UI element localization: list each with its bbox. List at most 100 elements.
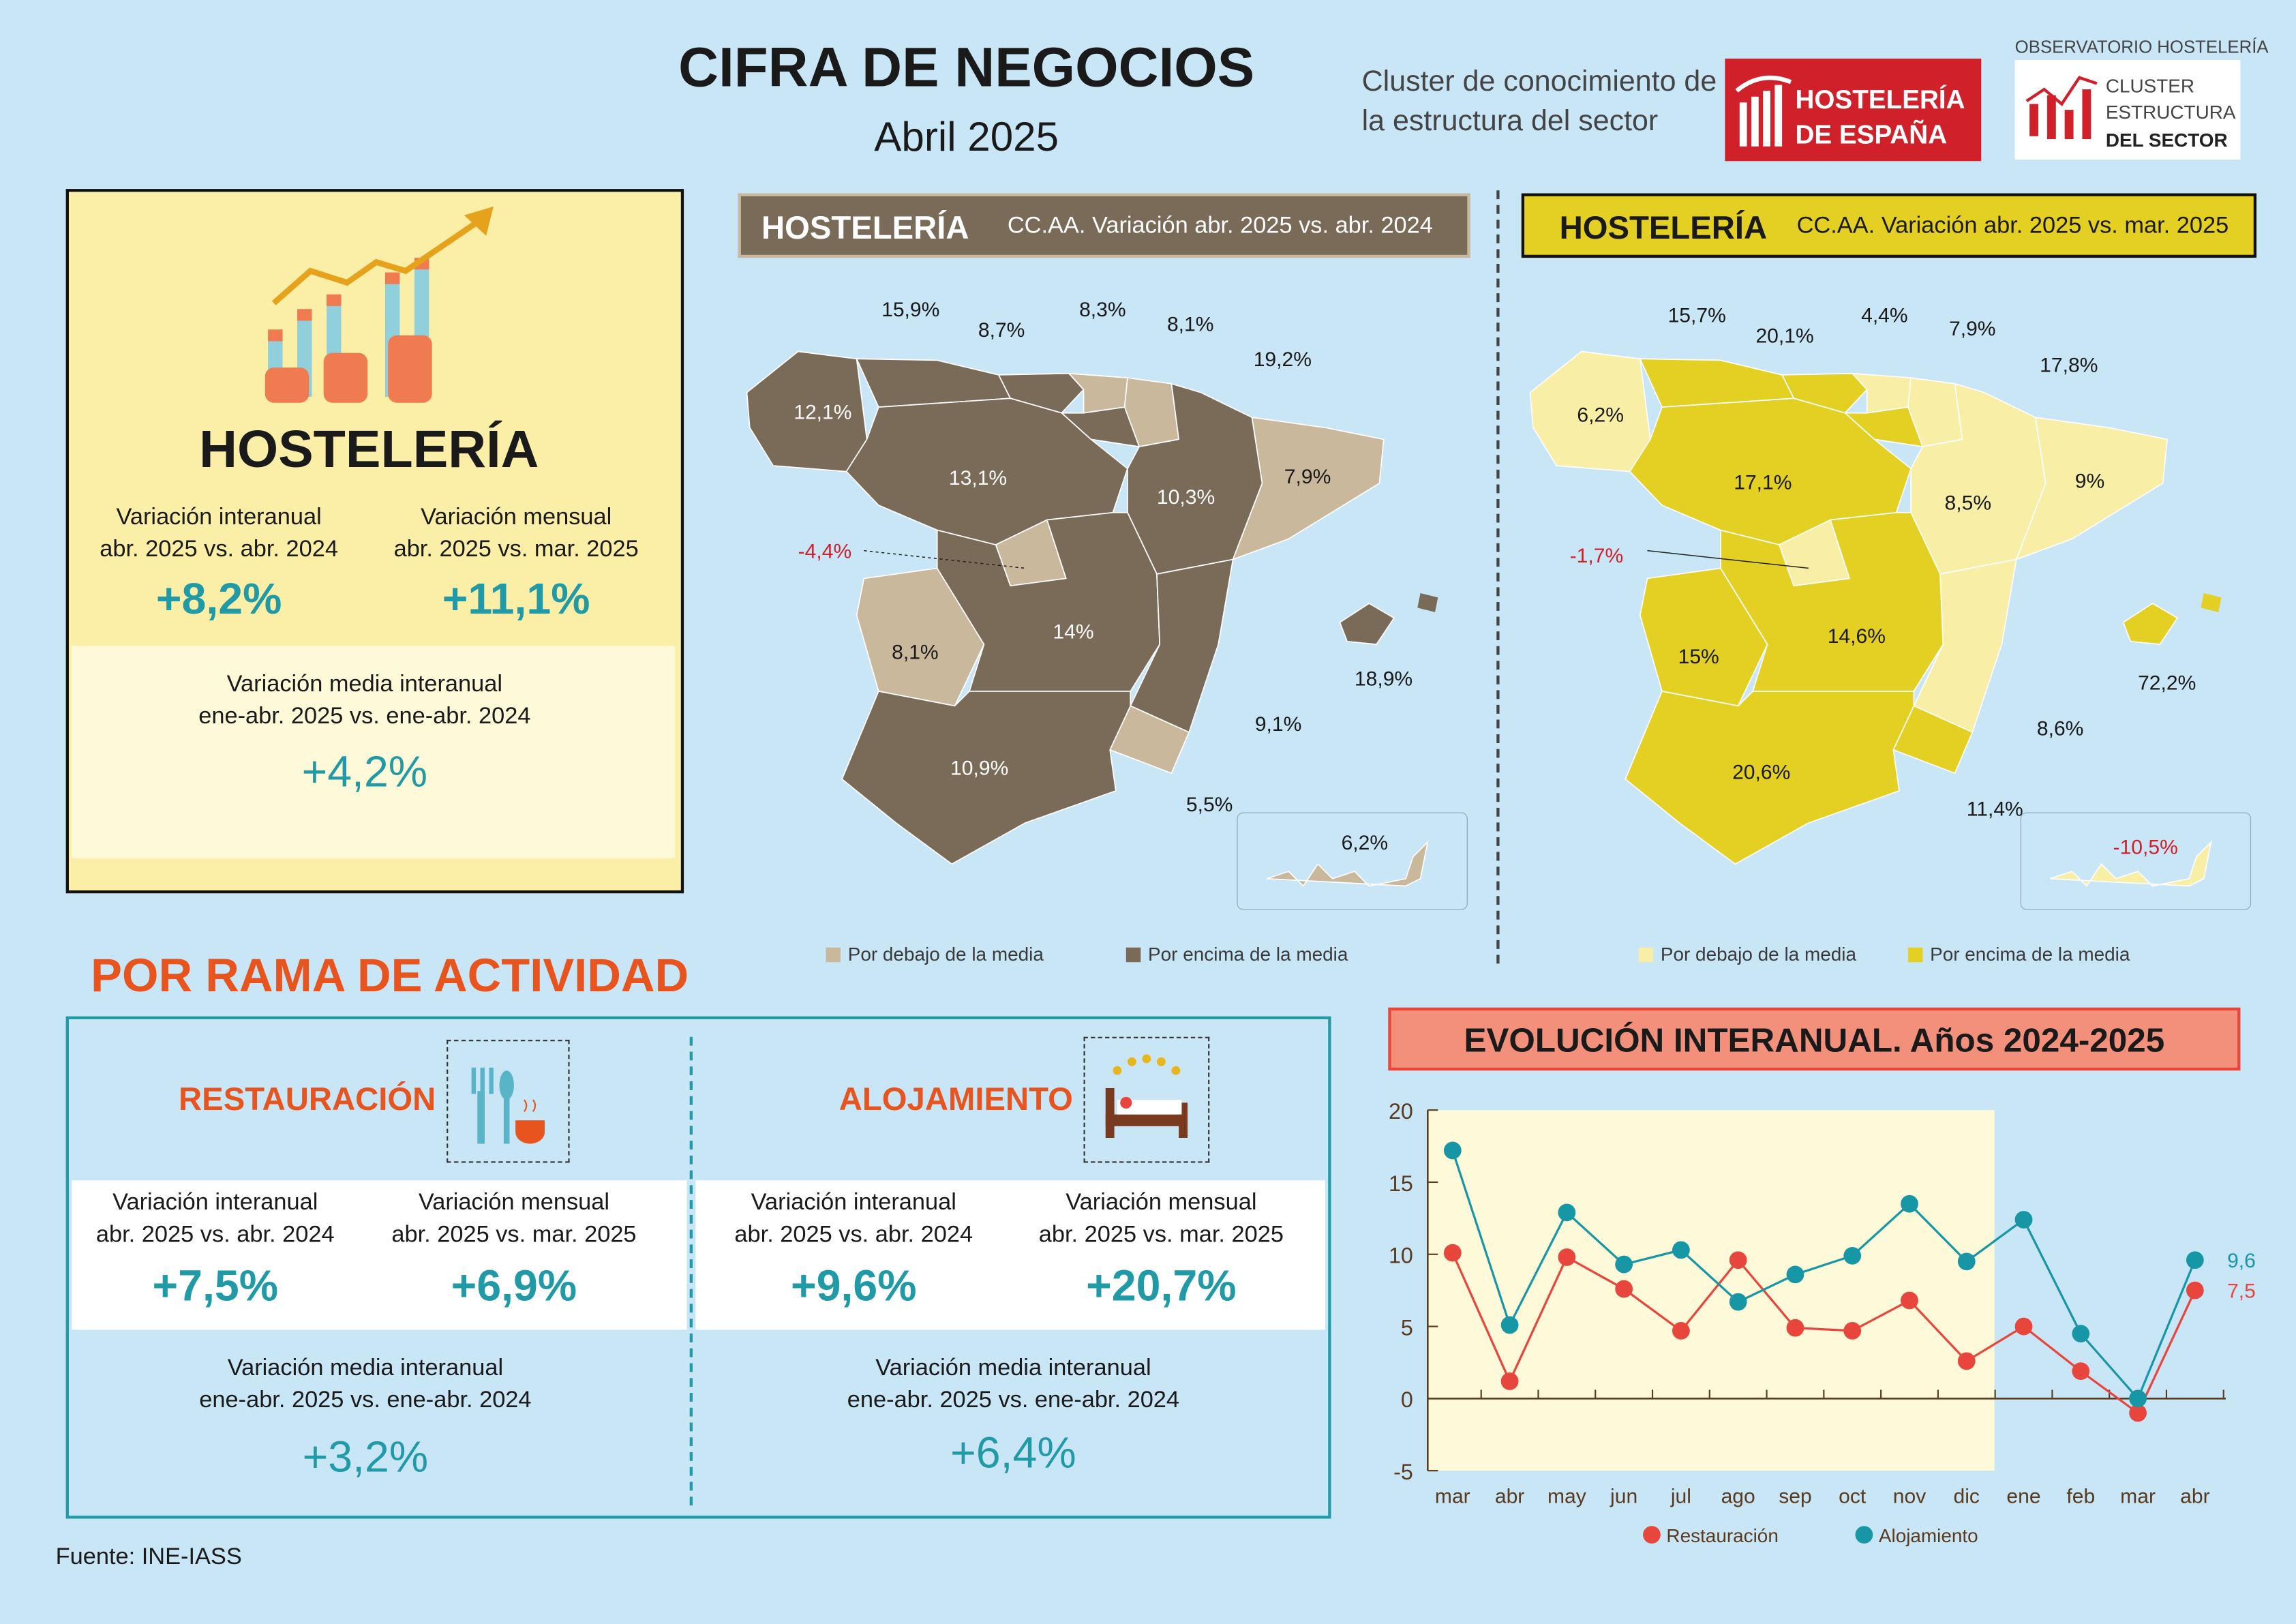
svg-text:HOSTELERÍA: HOSTELERÍA	[1795, 85, 1965, 115]
label-aragon: 8,5%	[1944, 490, 1992, 514]
label-madrid: -1,7%	[1569, 543, 1624, 567]
label-canarias: 6,2%	[1341, 830, 1389, 854]
data-point	[1443, 1141, 1462, 1160]
region-andalucia	[1625, 690, 1915, 865]
map1-legend-above: Por encima de la media	[1126, 943, 1348, 965]
label-pais-vasco: 4,4%	[1861, 303, 1908, 327]
data-point	[1558, 1248, 1576, 1266]
map1-subtitle: CC.AA. Variación abr. 2025 vs. abr. 2024	[1007, 213, 1433, 239]
data-point	[1615, 1255, 1633, 1274]
map2-title: HOSTELERÍA	[1559, 209, 1768, 246]
data-point	[1558, 1203, 1576, 1222]
label-murcia: 5,5%	[1185, 792, 1233, 816]
x-tick-label: ene	[2006, 1485, 2040, 1507]
legend-text: Por encima de la media	[1148, 943, 1348, 965]
legend-swatch	[1638, 947, 1654, 963]
media-value: +4,2%	[301, 748, 428, 797]
x-tick-label: oct	[1839, 1485, 1867, 1507]
spain-maps	[746, 350, 2252, 910]
legend-label: Restauración	[1666, 1525, 1778, 1546]
map1-shapes	[746, 350, 1468, 910]
label-line: ene-abr. 2025 vs. ene-abr. 2024	[199, 1388, 532, 1413]
region-cataluna	[2015, 417, 2168, 560]
map2-shapes	[1529, 350, 2252, 910]
y-tick-label: 10	[1389, 1244, 1413, 1268]
region-castilla_la_mancha	[936, 511, 1161, 692]
label-andalucia: 10,9%	[950, 755, 1009, 779]
data-point	[1729, 1251, 1747, 1269]
interanual-value: +8,2%	[155, 575, 282, 625]
label-cantabria: 20,1%	[1755, 323, 1814, 348]
x-tick-label: jun	[1610, 1485, 1637, 1507]
x-tick-label: dic	[1954, 1485, 1980, 1507]
data-point	[2129, 1404, 2147, 1422]
canarias-inset	[1237, 812, 1468, 910]
label-line: Variación media interanual	[875, 1356, 1151, 1381]
region-andalucia	[841, 690, 1132, 865]
region-castilla_la_mancha	[1720, 511, 1944, 692]
label-la-rioja: 19,2%	[1253, 347, 1312, 371]
label-line: abr. 2025 vs. mar. 2025	[1038, 1222, 1284, 1248]
map2-legend-above: Por encima de la media	[1907, 943, 2130, 965]
label-madrid: -4,4%	[798, 539, 852, 562]
label-line: abr. 2025 vs. mar. 2025	[393, 537, 639, 562]
label-line: abr. 2025 vs. abr. 2024	[100, 537, 338, 562]
data-point	[1672, 1241, 1690, 1259]
label-line: Variación interanual	[751, 1190, 956, 1216]
x-tick-label: abr	[2180, 1485, 2209, 1507]
label-castilla-la-mancha: 14%	[1053, 619, 1094, 643]
label-navarra: 8,1%	[1166, 312, 1214, 335]
data-point	[1843, 1246, 1862, 1265]
label-la-rioja: 17,8%	[2040, 352, 2098, 377]
label-line: Variación interanual	[112, 1190, 318, 1216]
label-baleares: 72,2%	[2138, 670, 2196, 695]
page-subtitle: Abril 2025	[874, 114, 1059, 160]
rest-mensual-label: Variación mensual abr. 2025 vs. mar. 2025	[370, 1188, 657, 1252]
summary-panel: HOSTELERÍA Variación interanual abr. 2025…	[65, 189, 684, 894]
region-menorca	[2201, 592, 2222, 612]
source-note: Fuente: INE-IASS	[55, 1545, 242, 1570]
data-point	[1901, 1194, 1918, 1213]
data-point	[1901, 1291, 1918, 1310]
aloj-interanual-label: Variación interanual abr. 2025 vs. abr. 2…	[707, 1188, 1000, 1252]
aloj-media-label: Variación media interanual ene-abr. 2025 …	[713, 1353, 1314, 1418]
media-panel: Variación media interanual ene-abr. 2025 …	[72, 646, 676, 858]
label-galicia: 12,1%	[794, 400, 852, 423]
growth-coins-icon	[265, 206, 494, 403]
label-line: Variación mensual	[421, 505, 612, 530]
label-canarias: -10,5%	[2113, 834, 2178, 858]
x-tick-label: nov	[1893, 1485, 1926, 1507]
label-asturias: 15,9%	[881, 297, 940, 321]
legend-swatch	[826, 947, 841, 963]
region-menorca	[1417, 592, 1438, 612]
data-point	[1843, 1322, 1862, 1340]
rest-media-label: Variación media interanual ene-abr. 2025 …	[69, 1353, 662, 1418]
aloj-interanual-value: +9,6%	[791, 1262, 917, 1311]
cluster-text: Cluster de conocimiento de la estructura…	[1362, 63, 1717, 142]
cutlery-cup-icon	[447, 1040, 570, 1163]
x-tick-label: mar	[2120, 1485, 2156, 1507]
aloj-media-value: +6,4%	[950, 1429, 1076, 1478]
canarias-inset	[2020, 812, 2252, 910]
media-label: Variación media interanual ene-abr. 2025 …	[72, 670, 657, 734]
data-point	[1786, 1265, 1804, 1284]
label-line: ene-abr. 2025 vs. ene-abr. 2024	[198, 704, 531, 730]
logo-bars-icon: HOSTELERÍA DE ESPAÑA	[1735, 75, 1965, 150]
data-point	[2186, 1281, 2204, 1299]
data-point	[1957, 1352, 1976, 1370]
label-galicia: 6,2%	[1577, 402, 1624, 427]
interanual-label: Variación interanual abr. 2025 vs. abr. 2…	[76, 502, 362, 567]
chart-title: EVOLUCIÓN INTERANUAL. Años 2024-2025	[1388, 1007, 2241, 1071]
label-cantabria: 8,7%	[978, 318, 1025, 342]
legend-swatch	[1907, 947, 1923, 963]
label-extremadura: 8,1%	[892, 640, 939, 664]
x-tick-label: sep	[1779, 1485, 1811, 1507]
label-line: Variación interanual	[116, 505, 322, 530]
label-extremadura: 15%	[1678, 644, 1719, 668]
data-point	[1729, 1293, 1747, 1311]
label-navarra: 7,9%	[1948, 316, 1996, 340]
y-tick-label: 5	[1401, 1315, 1413, 1340]
label-line: Variación media interanual	[226, 672, 503, 697]
data-point	[1957, 1252, 1976, 1271]
